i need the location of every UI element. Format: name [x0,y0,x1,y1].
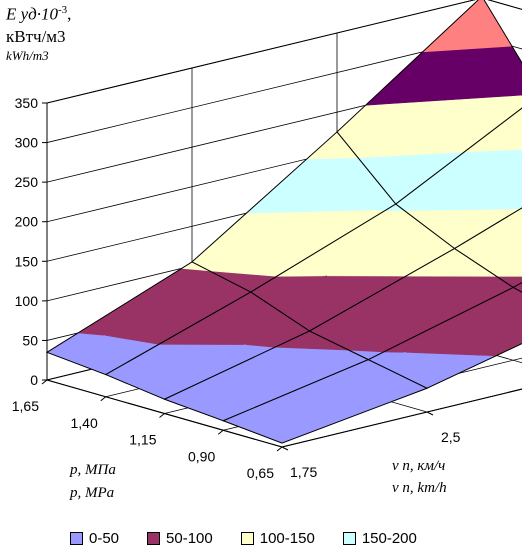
legend-item: 50-100 [147,530,213,547]
z-tick-label: 150 [15,253,39,269]
legend-swatch-0 [70,532,83,545]
legend-item: 150-200 [342,530,417,547]
z-tick-label: 50 [22,332,38,348]
legend-label-2: 100-150 [259,530,315,547]
z-tick-label: 300 [15,135,39,151]
legend-swatch-1 [147,532,161,545]
p-axis-title-ru: p, МПа [70,462,116,478]
v-axis-title-ru: v п, км/ч [392,458,446,474]
p-tick-label: 0,65 [247,465,274,481]
p-tick-label: 1,65 [12,398,39,414]
z-axis-title-tail: , [67,4,72,24]
p-tick-mark [100,396,107,402]
surface-cell-outline [221,359,429,444]
legend-swatch-3 [342,532,356,545]
z-axis-title: E уд·10-3, [6,4,71,24]
z-axis-unit-ru: кВтч/м3 [6,27,66,46]
v-tick-label: 1,75 [290,464,317,480]
p-tick-mark [159,413,165,418]
z-axis-unit-en: kWh/m3 [6,48,49,63]
legend-item: 0-50 [70,530,119,547]
z-tick-label: 100 [15,293,39,309]
legend-label-3: 150-200 [361,530,417,547]
z-tick-label: 0 [30,372,38,388]
legend-swatch-2 [240,532,254,545]
z-tick-label: 250 [15,174,39,190]
p-tick-label: 1,40 [71,415,98,431]
p-axis-title-en: p, MPa [70,485,115,501]
surface-band-1 [405,329,522,357]
z-axis-title-exponent: -3 [57,4,68,16]
v-axis-line [281,388,522,448]
legend-label-0: 0-50 [89,530,120,547]
v-tick-mark [281,446,289,451]
p-tick-mark [217,429,224,435]
v-tick-label: 2,5 [441,429,461,445]
legend-item: 100-150 [240,530,315,547]
p-tick-label: 0,90 [188,448,215,464]
legend-label-1: 50-100 [166,530,213,547]
legend: 0-50 50-100 100-150 150-200 [70,530,445,547]
z-axis-title-main: E уд·10 [6,4,58,24]
p-tick-mark [276,446,283,452]
z-tick-label: 200 [15,214,39,230]
z-tick-label: 350 [15,95,39,111]
v-tick-mark [426,411,434,416]
p-tick-label: 1,15 [129,432,156,448]
p-tick-mark [41,379,48,385]
v-axis-title-en: v п, km/h [392,480,447,496]
